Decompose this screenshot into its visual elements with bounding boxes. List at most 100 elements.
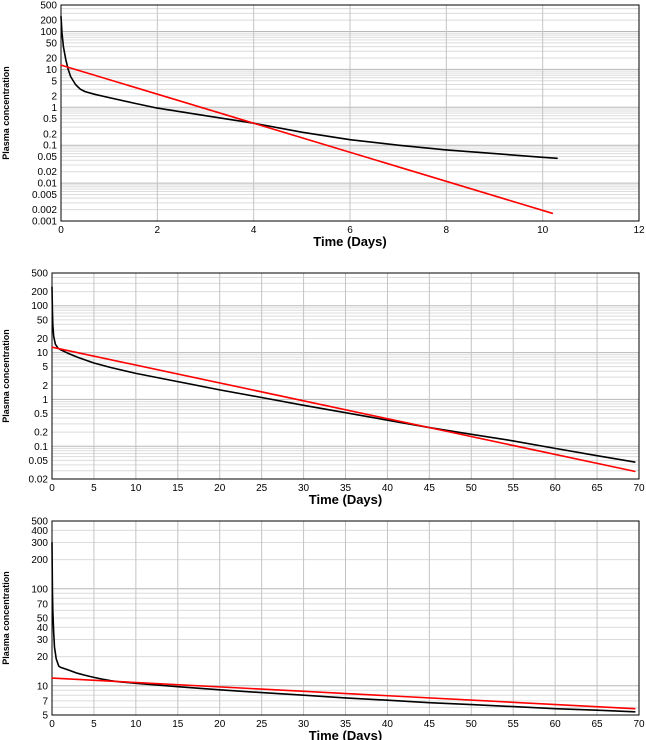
red-series-line — [60, 64, 554, 215]
x-tick-label: 8 — [444, 225, 450, 236]
y-tick-label: 2 — [42, 381, 48, 392]
y-tick-label: 0.01 — [38, 179, 58, 190]
x-tick-labels: 0 2 4 6 8 10 12 — [58, 225, 645, 236]
x-tick-label: 45 — [424, 483, 436, 494]
y-tick-label: 0.02 — [38, 167, 58, 178]
y-tick-label: 500 — [31, 269, 48, 280]
x-tick-label: 4 — [251, 225, 257, 236]
y-tick-label: 5 — [51, 76, 57, 87]
x-tick-label: 5 — [91, 719, 97, 730]
y-tick-label: 5 — [42, 362, 48, 373]
x-tick-label: 30 — [298, 483, 310, 494]
y-tick-label: 10 — [37, 681, 49, 692]
y-tick-label: 500 — [31, 517, 48, 528]
black-series-line — [60, 15, 558, 160]
chart-1: 0.0010.0020.0050.010.020.050.10.20.51251… — [1, 1, 645, 250]
y-tick-label: 100 — [31, 584, 48, 595]
x-tick-label: 5 — [91, 483, 97, 494]
y-tick-label: 0.05 — [38, 152, 58, 163]
y-tick-label: 0.5 — [34, 409, 48, 420]
y-tick-label: 20 — [37, 334, 49, 345]
x-tick-label: 50 — [466, 483, 478, 494]
y-axis-label: Plasma concentration — [1, 66, 11, 160]
x-tick-labels: 0 5 10 15 20 25 30 35 40 45 50 55 60 65 70 — [49, 483, 645, 494]
y-axis-label: Plasma concentration — [1, 571, 11, 665]
x-tick-label: 10 — [130, 483, 142, 494]
x-tick-label: 30 — [298, 719, 310, 730]
x-tick-label: 0 — [49, 719, 55, 730]
x-tick-label: 35 — [340, 483, 352, 494]
y-tick-label: 10 — [37, 348, 49, 359]
y-tick-label: 50 — [46, 38, 58, 49]
y-tick-label: 20 — [37, 652, 49, 663]
y-tick-label: 0.2 — [43, 129, 57, 140]
y-tick-label: 1 — [51, 103, 57, 114]
y-tick-label: 0.1 — [43, 141, 57, 152]
x-tick-label: 70 — [633, 483, 645, 494]
y-tick-label: 40 — [37, 623, 49, 634]
x-tick-label: 0 — [49, 483, 55, 494]
x-tick-label: 40 — [382, 483, 394, 494]
x-tick-label: 20 — [214, 483, 226, 494]
y-tick-label: 0.02 — [29, 475, 49, 486]
y-tick-label: 500 — [40, 1, 57, 12]
y-tick-label: 5 — [42, 711, 48, 722]
y-tick-label: 200 — [31, 555, 48, 566]
x-tick-label: 70 — [633, 719, 645, 730]
x-tick-label: 55 — [508, 483, 520, 494]
y-tick-label: 1 — [42, 395, 48, 406]
x-tick-labels: 0 5 10 15 20 25 30 35 40 45 50 55 60 65 70 — [49, 719, 645, 730]
y-tick-label: 7 — [42, 696, 48, 707]
y-tick-label: 20 — [46, 53, 58, 64]
x-tick-label: 40 — [382, 719, 394, 730]
y-tick-label: 0.2 — [34, 428, 48, 439]
y-axis-label: Plasma concentration — [1, 329, 11, 423]
x-tick-label: 25 — [256, 719, 268, 730]
x-tick-label: 10 — [130, 719, 142, 730]
y-tick-label: 70 — [37, 599, 49, 610]
x-tick-label: 15 — [172, 719, 184, 730]
x-tick-label: 6 — [347, 225, 353, 236]
y-tick-label: 0.002 — [32, 205, 57, 216]
y-tick-label: 30 — [37, 635, 49, 646]
x-axis-label: Time (Days) — [313, 234, 386, 249]
x-tick-label: 20 — [214, 719, 226, 730]
black-series-line — [51, 286, 636, 463]
x-tick-label: 65 — [592, 719, 604, 730]
y-tick-label: 0.05 — [29, 456, 49, 467]
x-tick-label: 25 — [256, 483, 268, 494]
red-series-line — [51, 346, 636, 473]
x-tick-label: 0 — [58, 225, 64, 236]
x-tick-label: 15 — [172, 483, 184, 494]
y-tick-label: 50 — [37, 315, 49, 326]
y-tick-labels: 0.0010.0020.0050.010.020.050.10.20.51251… — [32, 1, 57, 228]
y-tick-label: 50 — [37, 614, 49, 625]
x-axis-label: Time (Days) — [309, 492, 382, 507]
plot-frame — [51, 272, 640, 480]
x-tick-label: 50 — [466, 719, 478, 730]
x-tick-label: 10 — [537, 225, 549, 236]
y-tick-label: 0.1 — [34, 442, 48, 453]
y-tick-label: 300 — [31, 538, 48, 549]
y-tick-label: 2 — [51, 91, 57, 102]
x-axis-label: Time (Days) — [309, 728, 382, 740]
x-tick-label: 12 — [633, 225, 645, 236]
plot-frame — [51, 520, 640, 716]
x-tick-label: 45 — [424, 719, 436, 730]
y-tick-label: 100 — [31, 301, 48, 312]
y-tick-labels: 0.02 0.05 0.1 0.2 0.5 1 2 5 10 20 50 100 200 500 — [29, 269, 49, 486]
x-tick-label: 35 — [340, 719, 352, 730]
x-tick-label: 60 — [550, 483, 562, 494]
red-series-line — [51, 677, 636, 710]
y-tick-label: 0.005 — [32, 190, 57, 201]
x-tick-label: 65 — [592, 483, 604, 494]
x-tick-label: 2 — [155, 225, 161, 236]
plot-frame — [60, 4, 640, 222]
y-tick-label: 200 — [40, 16, 57, 27]
x-tick-label: 55 — [508, 719, 520, 730]
x-tick-label: 60 — [550, 719, 562, 730]
